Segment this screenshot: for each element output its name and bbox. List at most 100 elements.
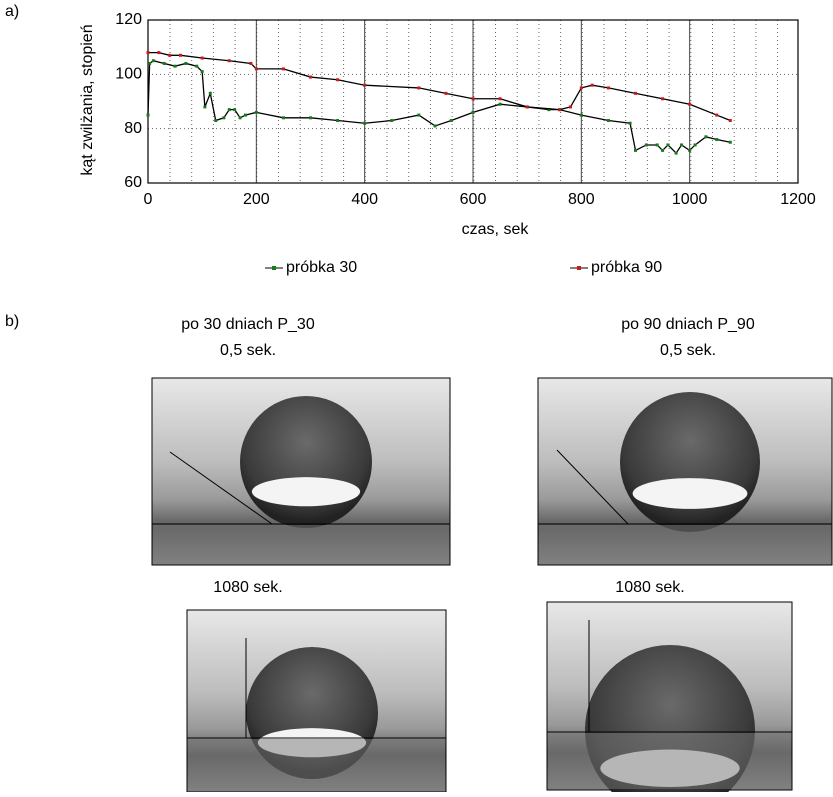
point <box>688 148 692 152</box>
legend-marker <box>577 266 581 270</box>
point <box>569 105 572 109</box>
point <box>168 53 172 57</box>
point <box>498 97 502 101</box>
point <box>146 51 150 55</box>
point <box>336 119 340 123</box>
photo <box>537 377 833 566</box>
substrate <box>548 733 791 789</box>
y-tick-label: 80 <box>124 120 142 137</box>
droplet <box>240 396 372 528</box>
x-tick-label: 800 <box>568 191 595 208</box>
point <box>203 105 207 109</box>
photo <box>186 609 447 793</box>
point <box>390 119 394 123</box>
y-tick-label: 60 <box>124 174 142 191</box>
point <box>184 61 188 65</box>
point <box>200 56 204 60</box>
point <box>146 113 150 117</box>
photo-title: po 30 dniach P_30 <box>181 316 315 333</box>
y-tick-label: 120 <box>115 11 142 28</box>
point <box>606 86 610 90</box>
point <box>249 61 253 65</box>
photo-time: 1080 sek. <box>213 579 282 596</box>
x-tick-label: 1000 <box>672 191 708 208</box>
point <box>173 64 177 68</box>
point <box>208 91 212 95</box>
point <box>162 61 166 65</box>
photo-time: 1080 sek. <box>615 579 684 596</box>
x-tick-label: 600 <box>460 191 487 208</box>
point <box>579 113 583 117</box>
legend-label: próbka 30 <box>286 259 357 276</box>
droplet-highlight <box>251 477 361 507</box>
point <box>179 53 182 57</box>
point <box>728 119 732 123</box>
point <box>655 143 659 147</box>
point <box>254 67 258 71</box>
point <box>227 59 231 63</box>
panel-label: a) <box>5 3 19 20</box>
point <box>449 119 453 123</box>
point <box>547 108 551 112</box>
x-tick-label: 400 <box>351 191 378 208</box>
point <box>661 148 665 152</box>
point <box>579 86 583 90</box>
point <box>363 121 367 125</box>
point <box>309 75 312 79</box>
point <box>471 97 475 101</box>
substrate <box>153 525 449 564</box>
substrate <box>539 525 831 564</box>
x-tick-label: 0 <box>144 191 153 208</box>
panel-label: b) <box>5 313 19 330</box>
photo-time: 0,5 sek. <box>660 342 716 359</box>
point <box>200 70 204 74</box>
point <box>309 116 312 120</box>
point <box>704 135 708 139</box>
photo <box>546 601 793 797</box>
y-tick-label: 100 <box>115 66 142 83</box>
x-axis-label: czas, sek <box>462 221 530 238</box>
photo-title: po 90 dniach P_90 <box>621 316 755 333</box>
point <box>606 119 610 123</box>
point <box>227 108 231 112</box>
point <box>471 110 475 114</box>
point <box>157 51 161 55</box>
point <box>363 83 367 87</box>
point <box>214 119 218 123</box>
point <box>151 59 155 63</box>
point <box>715 138 719 142</box>
point <box>281 116 285 120</box>
point <box>281 67 285 71</box>
point <box>444 91 448 95</box>
point <box>644 143 648 147</box>
point <box>634 91 637 95</box>
point <box>693 143 697 147</box>
y-axis-label: kąt zwilżania, stopień <box>79 24 96 175</box>
point <box>661 97 665 101</box>
point <box>498 102 502 106</box>
point <box>254 110 258 114</box>
point <box>728 140 732 144</box>
droplet-highlight <box>632 478 748 509</box>
point <box>590 83 594 87</box>
tangent <box>169 451 273 525</box>
point <box>628 121 632 125</box>
series-line <box>147 60 731 155</box>
point <box>336 78 340 82</box>
point <box>417 113 421 117</box>
photo <box>151 377 451 566</box>
photo-time: 0,5 sek. <box>220 342 276 359</box>
x-tick-label: 1200 <box>780 191 816 208</box>
point <box>688 102 692 106</box>
point <box>680 143 684 147</box>
point <box>674 151 678 155</box>
point <box>238 116 242 120</box>
point <box>666 143 670 147</box>
point <box>715 113 719 117</box>
point <box>222 116 226 120</box>
point <box>417 86 421 90</box>
point <box>525 105 529 109</box>
point <box>148 61 152 65</box>
droplet <box>620 392 760 532</box>
tangent <box>556 449 629 525</box>
